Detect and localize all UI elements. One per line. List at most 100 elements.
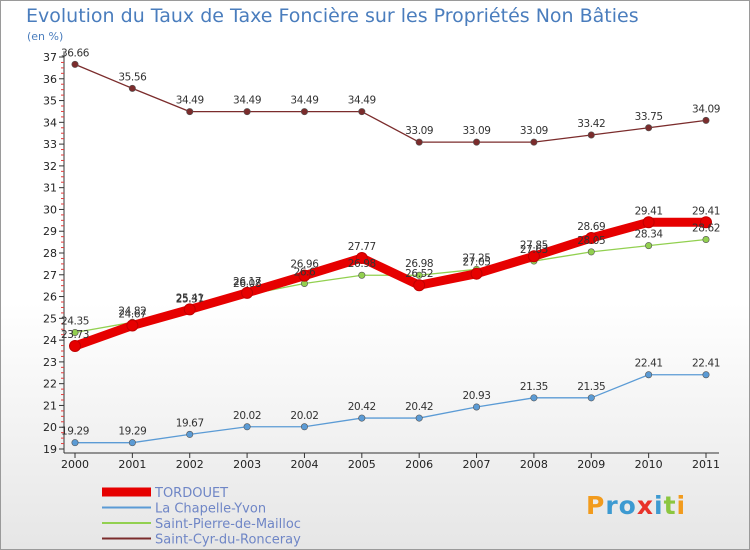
x-tick-label: 2005 bbox=[348, 458, 376, 471]
data-point bbox=[702, 371, 710, 379]
legend-label: Saint-Cyr-du-Ronceray bbox=[155, 533, 301, 548]
data-point bbox=[415, 138, 423, 146]
y-tick-label: 22 bbox=[43, 378, 57, 391]
axes: 19 20 21 22 23 24 25 26 27 28 29 30 31 32 33 34 35 36 37 20… bbox=[43, 51, 720, 471]
data-point bbox=[355, 252, 368, 265]
data-label: 25.41 bbox=[176, 292, 204, 304]
y-tick-label: 26 bbox=[43, 291, 57, 304]
data-point bbox=[69, 339, 81, 352]
data-point bbox=[300, 108, 308, 116]
data-label: 22.41 bbox=[635, 358, 663, 370]
data-label: 26.52 bbox=[405, 268, 433, 280]
x-tick-label: 2002 bbox=[176, 458, 204, 471]
data-label: 26.98 bbox=[405, 258, 433, 270]
data-label: 19.29 bbox=[118, 426, 146, 438]
data-label: 28.69 bbox=[577, 221, 605, 233]
data-point bbox=[186, 108, 194, 116]
data-point bbox=[470, 267, 483, 280]
data-point bbox=[241, 286, 254, 299]
data-label: 34.49 bbox=[290, 95, 318, 107]
y-tick-label: 21 bbox=[43, 399, 57, 412]
y-tick-label: 29 bbox=[43, 225, 57, 238]
data-label: 23.73 bbox=[61, 329, 89, 341]
data-label: 34.49 bbox=[233, 95, 261, 107]
data-point bbox=[243, 423, 251, 431]
data-label: 27.25 bbox=[463, 252, 491, 264]
data-label: 22.41 bbox=[692, 358, 720, 370]
x-tick-label: 2006 bbox=[405, 458, 433, 471]
data-point bbox=[126, 319, 139, 332]
x-tick-label: 2001 bbox=[118, 458, 146, 471]
data-point bbox=[702, 116, 710, 124]
series-line-3 bbox=[74, 63, 707, 143]
data-labels: 23.73 24.67 25.41 26.17 26.96 27.77 26.52 27.05… bbox=[61, 47, 720, 437]
data-point bbox=[645, 242, 653, 250]
data-label: 20.02 bbox=[290, 410, 318, 422]
data-point bbox=[358, 271, 366, 279]
data-label: 27.85 bbox=[520, 239, 548, 251]
brand-letter: P bbox=[586, 491, 606, 520]
data-label: 33.09 bbox=[520, 125, 548, 137]
brand-letter: i bbox=[654, 491, 664, 520]
data-point bbox=[186, 430, 194, 438]
x-tick-label: 2011 bbox=[692, 458, 720, 471]
brand-logo: Proxiti bbox=[586, 491, 686, 520]
data-label: 24.35 bbox=[61, 315, 89, 327]
data-point bbox=[128, 84, 136, 92]
series-lines bbox=[69, 60, 712, 447]
data-point bbox=[300, 423, 308, 431]
data-point bbox=[473, 138, 481, 146]
data-label: 19.67 bbox=[176, 417, 204, 429]
data-point bbox=[358, 108, 366, 116]
brand-letter: r bbox=[605, 491, 619, 520]
data-label: 24.67 bbox=[118, 309, 146, 321]
data-point bbox=[413, 279, 426, 292]
data-point bbox=[702, 235, 710, 243]
y-tick-label: 33 bbox=[43, 138, 57, 151]
data-label: 26.17 bbox=[233, 276, 261, 288]
y-tick-label: 20 bbox=[43, 421, 57, 434]
y-tick-label: 19 bbox=[43, 443, 57, 456]
data-point bbox=[415, 414, 423, 422]
legend-label: TORDOUET bbox=[154, 486, 228, 501]
data-point bbox=[128, 439, 136, 447]
brand-letter: x bbox=[636, 491, 654, 520]
data-point bbox=[587, 131, 595, 139]
data-label: 25.37 bbox=[176, 293, 204, 305]
data-point bbox=[71, 439, 79, 447]
data-label: 33.75 bbox=[635, 111, 663, 123]
chart-title: Evolution du Taux de Taxe Foncière sur l… bbox=[26, 5, 639, 27]
series-line-1 bbox=[74, 374, 707, 444]
data-point bbox=[358, 414, 366, 422]
data-label: 21.35 bbox=[577, 381, 605, 393]
data-point bbox=[473, 403, 481, 411]
unit-label: (en %) bbox=[27, 30, 64, 43]
data-label: 21.35 bbox=[520, 381, 548, 393]
data-point bbox=[71, 60, 79, 68]
data-point bbox=[645, 124, 653, 132]
data-label: 27.05 bbox=[463, 257, 491, 269]
y-tick-label: 25 bbox=[43, 312, 57, 325]
y-tick-label: 28 bbox=[43, 247, 57, 260]
data-label: 29.41 bbox=[635, 205, 663, 217]
data-label: 34.49 bbox=[176, 95, 204, 107]
data-point bbox=[415, 271, 423, 279]
x-tick-label: 2000 bbox=[61, 458, 89, 471]
data-point bbox=[585, 231, 598, 244]
legend-label: Saint-Pierre-de-Mailloc bbox=[155, 517, 301, 532]
data-label: 26.6 bbox=[294, 266, 316, 278]
data-label: 24.82 bbox=[118, 305, 146, 317]
x-tick-label: 2010 bbox=[635, 458, 663, 471]
data-label: 20.42 bbox=[405, 401, 433, 413]
data-point bbox=[645, 371, 653, 379]
data-label: 36.66 bbox=[61, 47, 90, 59]
data-label: 33.42 bbox=[577, 118, 605, 130]
brand-letter: o bbox=[618, 491, 637, 520]
data-label: 33.09 bbox=[405, 125, 433, 137]
y-tick-label: 24 bbox=[43, 334, 57, 347]
data-label: 33.09 bbox=[463, 125, 491, 137]
data-label: 26.08 bbox=[233, 278, 261, 290]
y-tick-label: 23 bbox=[43, 356, 57, 369]
